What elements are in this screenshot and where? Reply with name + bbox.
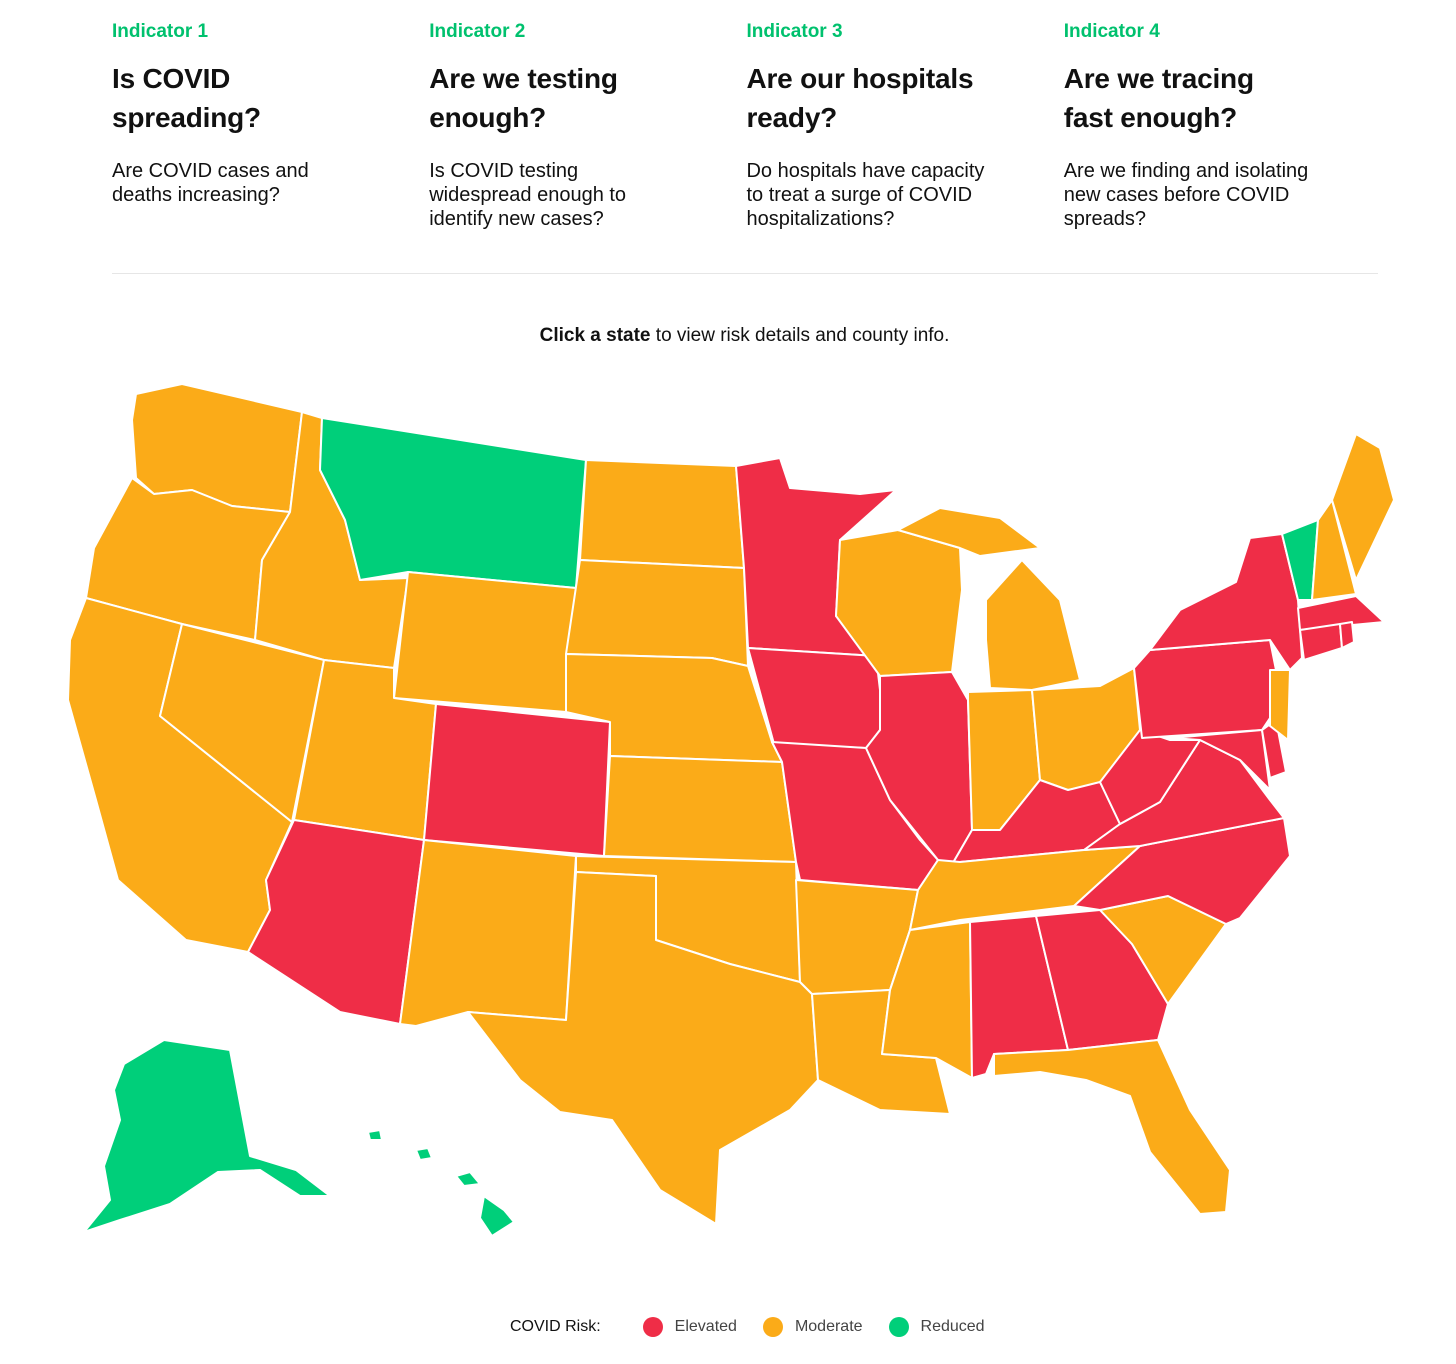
risk-legend: COVID Risk: Elevated Moderate Reduced <box>510 1314 1011 1340</box>
state-MT[interactable] <box>319 417 587 589</box>
state-NH[interactable] <box>1311 499 1357 601</box>
indicator-question: Are our hospitals ready? <box>746 63 974 133</box>
legend-item-reduced: Reduced <box>888 1317 985 1337</box>
indicator-card-2: Indicator 2 Are we testing enough? Is CO… <box>429 18 746 231</box>
map-instruction: Click a state to view risk details and c… <box>0 323 1456 349</box>
legend-item-moderate: Moderate <box>762 1317 863 1337</box>
legend-label: Moderate <box>794 1318 863 1335</box>
state-PA[interactable] <box>1133 639 1283 739</box>
section-divider <box>112 273 1378 274</box>
state-TX[interactable] <box>467 871 819 1225</box>
indicator-card-4: Indicator 4 Are we tracing fast enough? … <box>1064 18 1378 231</box>
indicator-label: Indicator 4 <box>1063 21 1160 42</box>
state-ND[interactable] <box>579 459 745 569</box>
instruction-text: to view risk details and county info. <box>650 325 950 346</box>
state-HI-kauai[interactable] <box>367 1129 383 1141</box>
state-AK[interactable] <box>83 1039 331 1233</box>
legend-dot-reduced <box>888 1317 909 1337</box>
state-KS[interactable] <box>603 755 797 863</box>
state-CT[interactable] <box>1299 623 1343 661</box>
state-HI-maui[interactable] <box>455 1171 481 1187</box>
indicators-row: Indicator 1 Is COVID spreading? Are COVI… <box>112 18 1378 231</box>
legend-label: Reduced <box>920 1318 985 1335</box>
state-WY[interactable] <box>393 571 577 713</box>
lake-michigan <box>962 556 986 692</box>
state-HI[interactable] <box>479 1195 515 1237</box>
legend-dot-moderate <box>762 1317 783 1337</box>
legend-label: Elevated <box>674 1318 737 1335</box>
state-MI-upper[interactable] <box>897 507 1041 557</box>
indicator-description: Are we finding and isolating new cases b… <box>1063 160 1309 230</box>
state-MD[interactable] <box>1171 729 1271 791</box>
indicator-card-1: Indicator 1 Is COVID spreading? Are COVI… <box>112 18 429 231</box>
state-MA[interactable] <box>1297 595 1385 631</box>
state-FL[interactable] <box>993 1039 1231 1215</box>
indicator-label: Indicator 2 <box>429 21 526 42</box>
state-ME[interactable] <box>1331 433 1395 581</box>
state-SD[interactable] <box>565 559 749 667</box>
state-HI-oahu[interactable] <box>415 1147 433 1161</box>
indicator-description: Are COVID cases and deaths increasing? <box>112 160 309 206</box>
indicator-description: Do hospitals have capacity to treat a su… <box>746 160 985 230</box>
indicator-card-3: Indicator 3 Are our hospitals ready? Do … <box>746 18 1063 231</box>
indicator-question: Are we testing enough? <box>429 63 618 133</box>
state-NJ[interactable] <box>1269 669 1291 741</box>
us-risk-map <box>67 383 1395 1237</box>
instruction-bold: Click a state <box>539 325 651 346</box>
state-NM[interactable] <box>399 839 577 1027</box>
legend-item-elevated: Elevated <box>642 1317 737 1337</box>
state-RI[interactable] <box>1339 621 1355 649</box>
state-MI[interactable] <box>985 559 1081 691</box>
indicator-label: Indicator 3 <box>746 21 843 42</box>
indicator-description: Is COVID testing widespread enough to id… <box>429 160 627 230</box>
indicator-label: Indicator 1 <box>112 21 209 42</box>
legend-dot-elevated <box>642 1317 663 1337</box>
legend-title: COVID Risk: <box>510 1318 601 1335</box>
indicator-question: Is COVID spreading? <box>112 63 261 133</box>
state-CO[interactable] <box>423 703 611 857</box>
indicator-question: Are we tracing fast enough? <box>1063 63 1254 133</box>
